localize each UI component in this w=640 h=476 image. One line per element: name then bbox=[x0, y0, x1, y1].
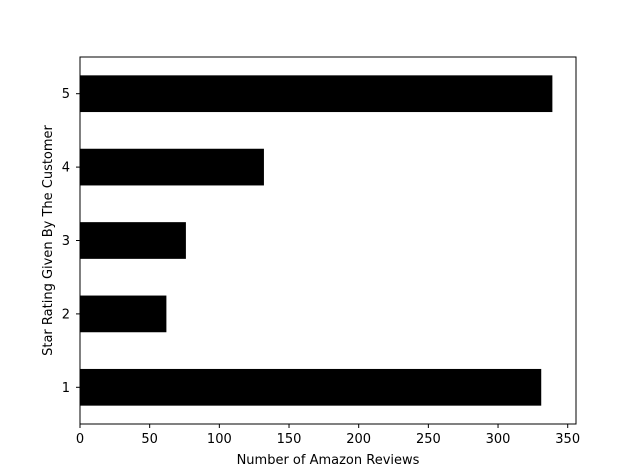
bar-rating-2 bbox=[80, 295, 167, 333]
x-tick-label: 250 bbox=[416, 432, 441, 447]
x-axis-label: Number of Amazon Reviews bbox=[237, 453, 420, 468]
bars-group bbox=[80, 75, 553, 406]
bar-rating-5 bbox=[80, 75, 553, 113]
x-tick-label: 150 bbox=[277, 432, 302, 447]
x-tick-label: 200 bbox=[346, 432, 371, 447]
x-tick-label: 0 bbox=[76, 432, 84, 447]
y-tick-label: 4 bbox=[62, 161, 70, 176]
bar-rating-4 bbox=[80, 148, 264, 186]
x-tick-label: 50 bbox=[141, 432, 158, 447]
bar-rating-3 bbox=[80, 222, 186, 259]
x-tick-label: 350 bbox=[555, 432, 580, 447]
y-tick-label: 1 bbox=[62, 381, 70, 396]
x-axis-ticks: 0 50 100 150 200 250 300 350 bbox=[76, 424, 580, 447]
x-tick-label: 100 bbox=[207, 432, 232, 447]
x-tick-label: 300 bbox=[486, 432, 511, 447]
y-axis-ticks: 1 2 3 4 5 bbox=[62, 87, 80, 396]
y-tick-label: 3 bbox=[62, 234, 70, 249]
y-tick-label: 5 bbox=[62, 87, 70, 102]
y-axis-label: Star Rating Given By The Customer bbox=[41, 124, 56, 355]
bar-rating-1 bbox=[80, 368, 542, 406]
y-tick-label: 2 bbox=[62, 307, 70, 322]
